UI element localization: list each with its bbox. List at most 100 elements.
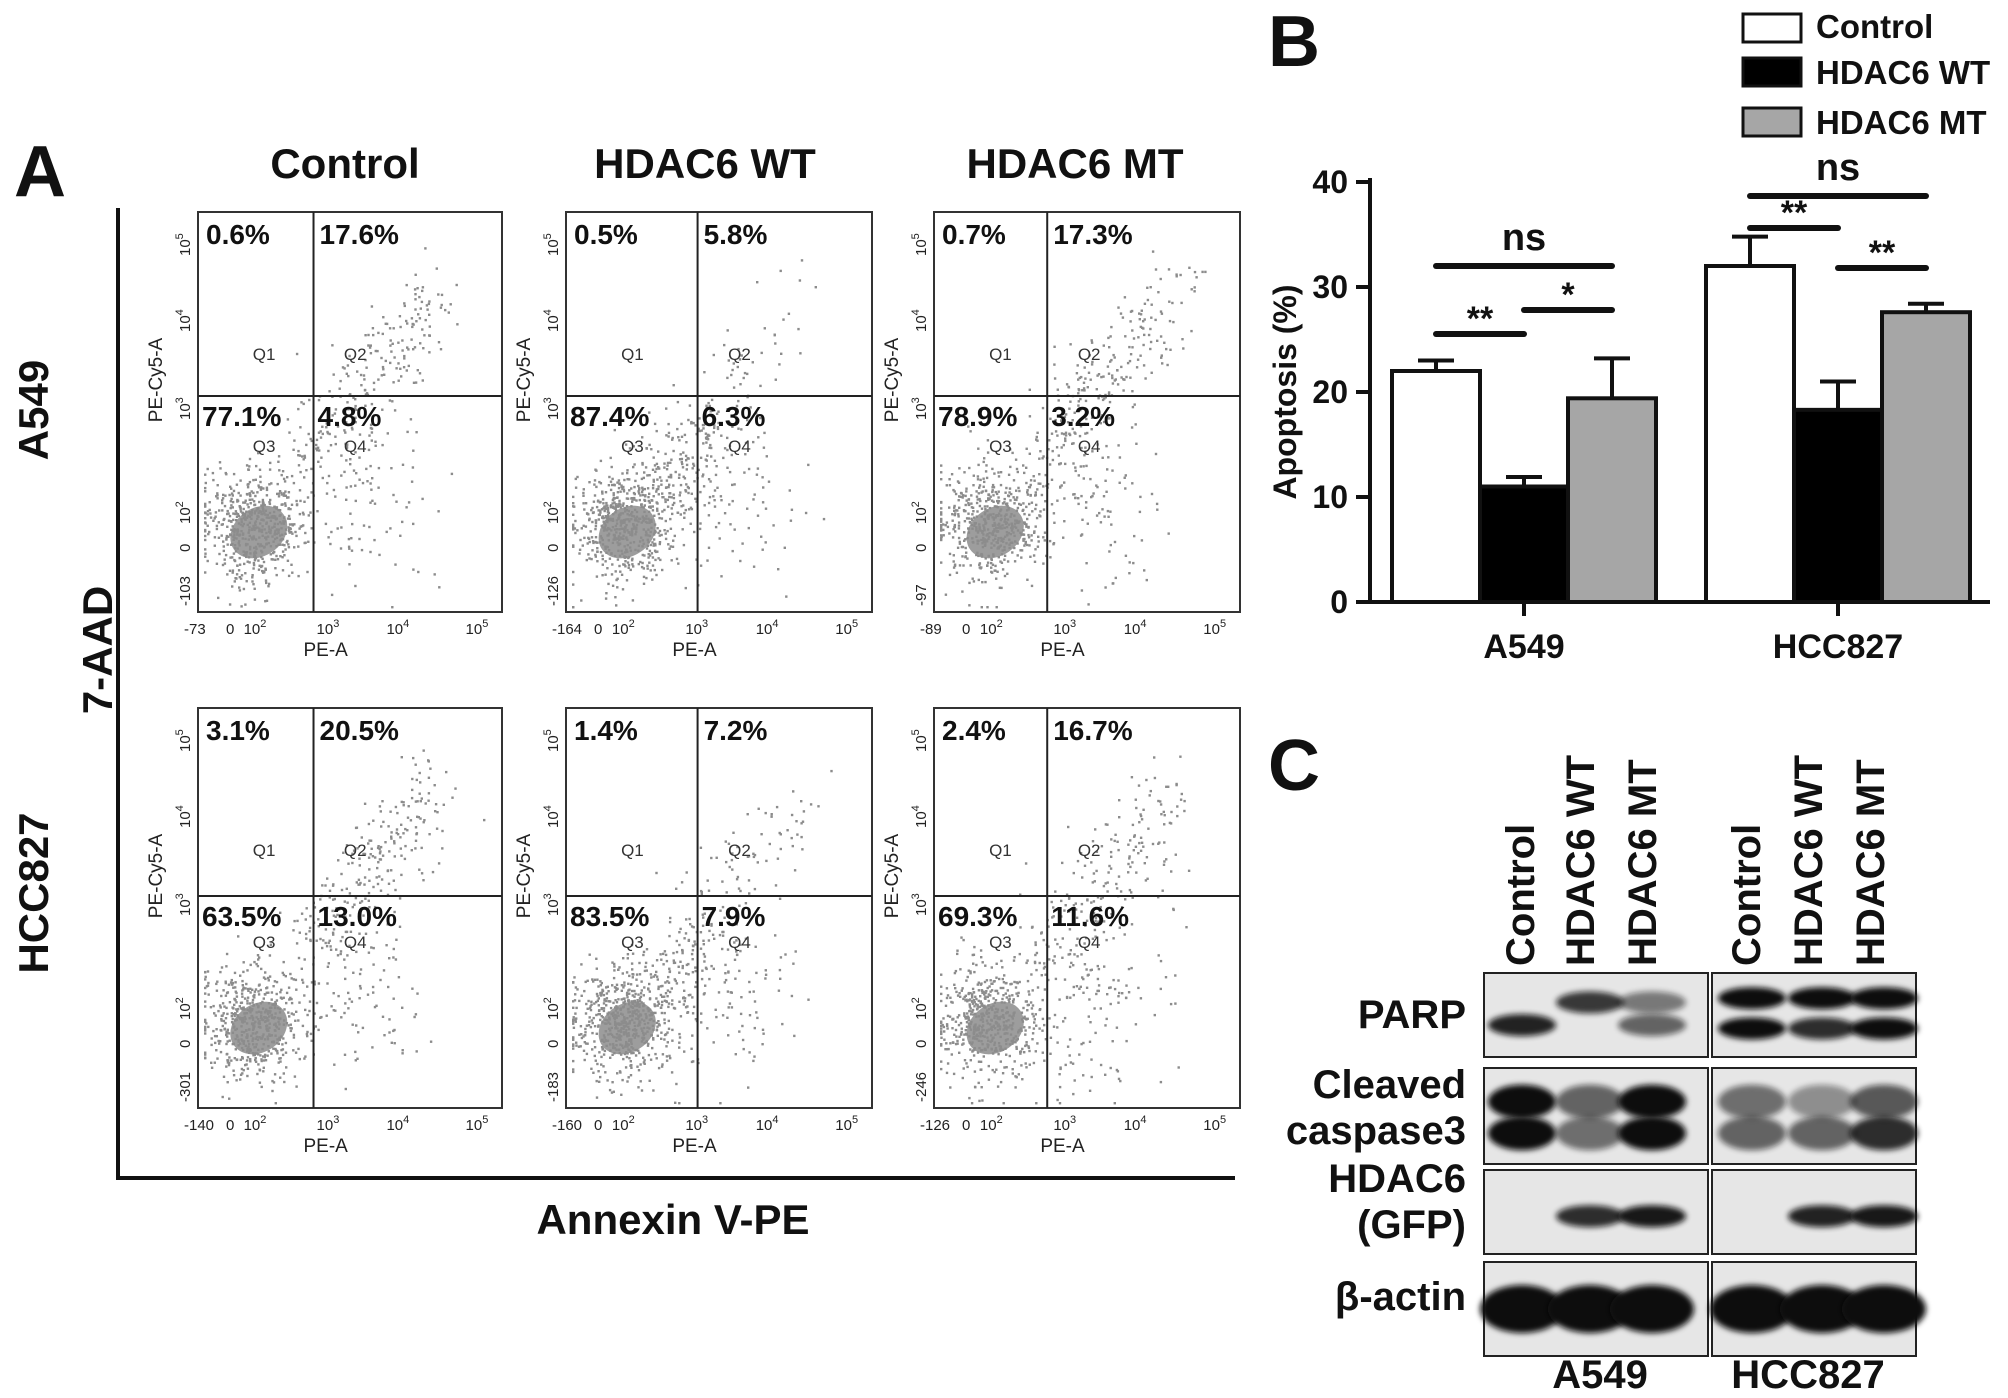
x-tick-pow-4: 104 (386, 618, 409, 638)
q1-percent: 3.1% (206, 715, 270, 746)
y-tick-pow-3: 103 (174, 893, 194, 916)
band (1788, 987, 1856, 1010)
y-tick-pow-3: 103 (542, 397, 562, 420)
q1-name: Q1 (989, 841, 1012, 860)
legend-item-control: Control (1741, 8, 1933, 45)
band (1618, 1084, 1686, 1119)
q4-percent: 3.2% (1051, 401, 1115, 432)
bar-a549-hdac6-wt (1478, 484, 1570, 604)
q2-percent: 17.6% (320, 219, 399, 250)
flow-plot-hcc827-hdac6-wt: 1.4% 7.2% 83.5% 7.9% Q1 Q2 Q3 Q4 PE-A PE-Cy5-A -16… (514, 707, 873, 1157)
legend-label-hdac6-wt: HDAC6 WT (1816, 54, 1990, 91)
q1-percent: 1.4% (574, 715, 638, 746)
blot-label-hdac6: HDAC6 (1328, 1157, 1466, 1201)
x-tick-zero: 0 (962, 621, 970, 638)
y-tick-min: -301 (177, 1072, 194, 1102)
x-tick-pow-4: 104 (1124, 1114, 1147, 1134)
y-tick-pow-2: 102 (910, 997, 930, 1020)
x-tick-pow-4: 104 (756, 1114, 779, 1134)
blot-cleaved-caspase3-hcc827 (1711, 1067, 1918, 1165)
q3-percent: 69.3% (938, 901, 1017, 932)
x-tick-pow-2: 102 (612, 1114, 635, 1134)
x-tick-pow-5: 105 (466, 1114, 489, 1134)
significance-label-2: ns (1502, 217, 1546, 259)
y-tick-pow-2: 102 (174, 997, 194, 1020)
q2-name: Q2 (1078, 841, 1101, 860)
y-tick-min: -126 (545, 576, 562, 606)
q2-name: Q2 (344, 841, 367, 860)
x-tick-pow-2: 102 (244, 618, 267, 638)
q4-percent: 11.6% (1051, 901, 1129, 932)
y-tick-pow-3: 103 (910, 893, 930, 916)
blot-frame (1711, 972, 1917, 1058)
plot-x-label: PE-A (304, 640, 349, 661)
dense-core (598, 1001, 656, 1055)
x-tick-pow-2: 102 (980, 618, 1003, 638)
flow-plot-hcc827-hdac6-mt: 2.4% 16.7% 69.3% 11.6% Q1 Q2 Q3 Q4 PE-A PE-Cy5-A -… (882, 707, 1241, 1157)
band (1488, 1014, 1556, 1037)
y-tick-label: 40 (1312, 164, 1348, 200)
band (1718, 1084, 1786, 1119)
lane-label-a549-hdac6-wt: HDAC6 WT (1559, 755, 1603, 966)
significance-label-3: ** (1781, 194, 1808, 232)
q3-percent: 83.5% (570, 901, 649, 932)
x-tick-zero: 0 (226, 621, 234, 638)
y-tick-label: 30 (1312, 269, 1348, 305)
panel-c-letter: C (1268, 726, 1320, 806)
blot-parp-hcc827 (1711, 972, 1918, 1058)
column-header-hdac6-mt: HDAC6 MT (967, 140, 1184, 187)
q2-percent: 20.5% (320, 715, 399, 746)
row-label-a549: A549 (10, 360, 57, 460)
blot-beta-actin-hcc827 (1710, 1261, 1926, 1357)
x-tick-pow-5: 105 (835, 1114, 858, 1134)
band (1850, 1084, 1918, 1119)
lane-label-hcc827-hdac6-wt: HDAC6 WT (1787, 755, 1831, 966)
blot-label-cleaved: Cleaved (1313, 1063, 1466, 1107)
band (1480, 1285, 1564, 1333)
q2-name: Q2 (728, 345, 751, 364)
q2-name: Q2 (344, 345, 367, 364)
band (1556, 1116, 1624, 1151)
q4-name: Q4 (344, 437, 367, 456)
q2-name: Q2 (728, 841, 751, 860)
plot-x-label: PE-A (672, 1136, 717, 1157)
x-tick-pow-3: 103 (685, 1114, 708, 1134)
y-tick-pow-4: 104 (174, 805, 194, 828)
x-tick-min: -73 (184, 621, 206, 638)
q3-name: Q3 (253, 933, 276, 952)
y-tick-pow-5: 105 (910, 729, 930, 752)
band (1488, 1084, 1556, 1119)
x-tick-zero: 0 (594, 1117, 602, 1134)
plot-frame (197, 211, 503, 613)
q1-percent: 0.7% (942, 219, 1006, 250)
panel-b: B Control HDAC6 WT HDAC6 MT Apoptosis (%… (1267, 2, 1990, 666)
y-tick-pow-4: 104 (542, 309, 562, 332)
plot-x-label: PE-A (1040, 640, 1085, 661)
dense-core (598, 505, 656, 559)
panel-a: A Control HDAC6 WT HDAC6 MT A549 HCC827 … (10, 132, 1241, 1243)
cell-line-label-hcc827: HCC827 (1731, 1353, 1884, 1397)
q4-percent: 4.8% (318, 401, 382, 432)
flow-plots: 0.6% 17.6% 77.1% 4.8% Q1 Q2 Q3 Q4 PE-A PE-Cy5-A -7… (146, 211, 1241, 1157)
blot-label-beta-actin: β-actin (1335, 1275, 1466, 1319)
flow-plot-a549-hdac6-wt: 0.5% 5.8% 87.4% 6.3% Q1 Q2 Q3 Q4 PE-A PE-Cy5-A -16… (514, 211, 873, 661)
q1-percent: 0.5% (574, 219, 638, 250)
y-tick-pow-3: 103 (910, 397, 930, 420)
western-blots (1480, 972, 1926, 1357)
plot-y-label: PE-Cy5-A (882, 833, 903, 918)
legend: Control HDAC6 WT HDAC6 MT (1741, 8, 1990, 141)
legend-swatch-hdac6-mt (1741, 106, 1803, 138)
dense-core (230, 1001, 288, 1055)
q4-percent: 7.9% (702, 901, 766, 932)
band (1718, 987, 1786, 1010)
q1-name: Q1 (621, 345, 644, 364)
band (1718, 1116, 1786, 1151)
significance-label-4: ** (1869, 234, 1896, 272)
q3-name: Q3 (621, 933, 644, 952)
bar-hcc827-hdac6-mt (1880, 310, 1972, 604)
plot-y-label: PE-Cy5-A (146, 833, 167, 918)
blot-label-gfp: (GFP) (1357, 1203, 1466, 1247)
y-tick-zero: 0 (177, 544, 194, 552)
y-tick-label: 10 (1312, 479, 1348, 515)
